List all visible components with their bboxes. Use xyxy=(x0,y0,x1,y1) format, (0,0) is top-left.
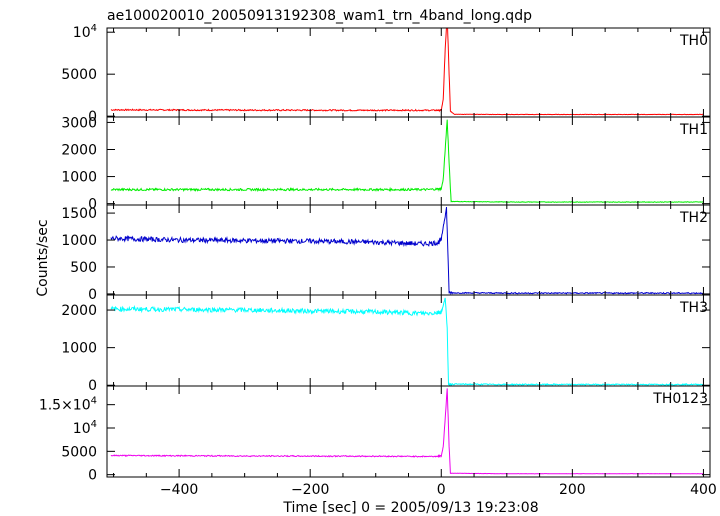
series-line-th0 xyxy=(110,28,704,116)
y-tick-label: 1500 xyxy=(61,206,97,222)
panel-frame xyxy=(106,385,711,478)
y-tick-label: 1000 xyxy=(61,170,97,186)
panel-frame xyxy=(106,294,711,387)
panel-frame xyxy=(106,116,711,206)
y-tick-label: 2000 xyxy=(61,142,97,158)
y-tick-label: 3000 xyxy=(61,115,97,131)
series-line-th3 xyxy=(110,297,704,386)
chart-title: ae100020010_20050913192308_wam1_trn_4ban… xyxy=(107,8,532,24)
y-tick-label: 104 xyxy=(73,23,97,41)
y-tick-label: 1000 xyxy=(61,341,97,357)
x-tick-label: 0 xyxy=(437,482,446,498)
panel-th2: 0 500 1000 1500 TH2 xyxy=(61,204,711,303)
x-axis-label: Time [sec] 0 = 2005/09/13 19:23:08 xyxy=(282,500,538,516)
y-tick-label: 1.5×104 xyxy=(39,396,97,414)
y-tick-label: 104 xyxy=(73,419,97,437)
y-tick-label: 2000 xyxy=(61,303,97,319)
panel-name: TH1 xyxy=(679,122,708,138)
panel-th0: 0 5000 104 TH0 xyxy=(61,23,711,125)
y-tick-label: 0 xyxy=(88,109,97,125)
y-tick-label: 5000 xyxy=(61,67,97,83)
y-tick-label: 0 xyxy=(88,378,97,394)
x-tick-label: 400 xyxy=(690,482,717,498)
y-axis-label: Counts/sec xyxy=(35,219,51,296)
y-tick-label-exponent: 4 xyxy=(91,419,97,430)
y-tick-label: 5000 xyxy=(61,444,97,460)
x-tick-label: −400 xyxy=(160,482,198,498)
panel-frame xyxy=(106,204,711,296)
panel-name: TH0123 xyxy=(652,391,708,407)
x-tick-label: 200 xyxy=(559,482,586,498)
panel-name: TH3 xyxy=(679,300,708,316)
y-tick-label: 0 xyxy=(88,197,97,213)
series-line-th0123 xyxy=(110,388,704,475)
y-tick-label-exponent: 4 xyxy=(91,396,97,407)
x-tick-label: −200 xyxy=(291,482,329,498)
series-line-th1 xyxy=(110,119,704,203)
y-tick-label: 0 xyxy=(88,287,97,303)
y-tick-label: 0 xyxy=(88,468,97,484)
panel-th1: 0 1000 2000 3000 TH1 xyxy=(61,115,711,213)
panel-name: TH2 xyxy=(679,210,708,226)
y-tick-label: 1000 xyxy=(61,233,97,249)
series-line-th2 xyxy=(110,206,704,295)
panel-th0123: 0 5000 104 1.5×104 TH0123 xyxy=(39,385,711,484)
panel-th3: 0 1000 2000 TH3 xyxy=(61,294,711,394)
y-tick-label-exponent: 4 xyxy=(91,23,97,34)
y-tick-label: 500 xyxy=(70,260,97,276)
panel-frame xyxy=(106,27,711,118)
panel-name: TH0 xyxy=(679,33,708,49)
